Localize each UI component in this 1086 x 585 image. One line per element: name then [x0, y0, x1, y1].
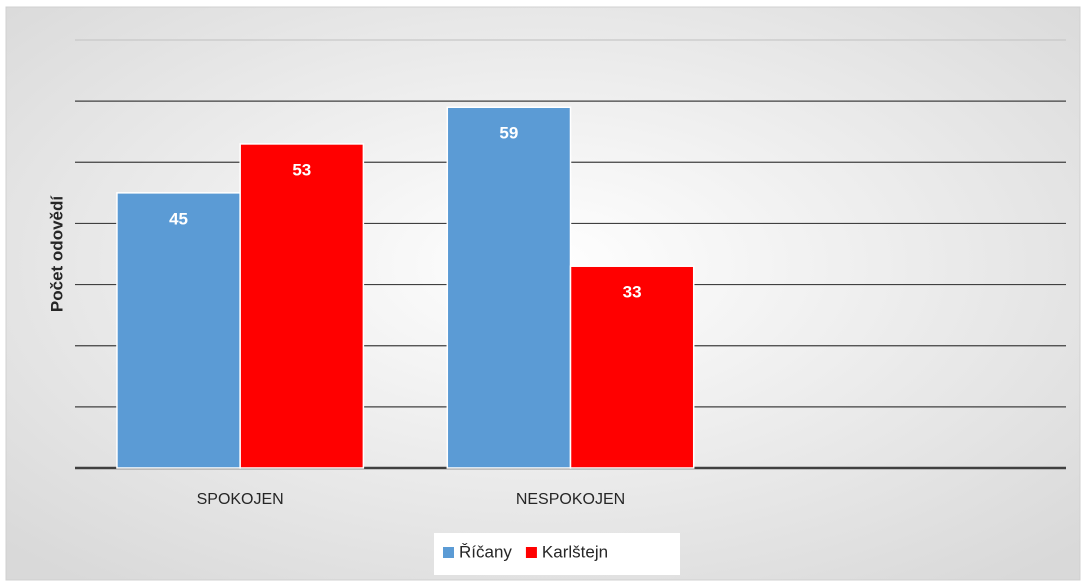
data-label: 45 — [169, 209, 188, 228]
x-tick-label: NESPOKOJEN — [516, 491, 625, 508]
y-axis-label: Počet odovědí — [47, 195, 66, 312]
bar — [446, 106, 572, 469]
data-label: 59 — [499, 124, 518, 143]
bar — [239, 143, 365, 469]
legend-swatch — [525, 547, 537, 558]
data-label: 33 — [623, 283, 642, 302]
legend-label: Říčany — [459, 542, 512, 561]
legend-swatch — [443, 547, 454, 558]
legend-box — [434, 533, 680, 575]
bar — [569, 265, 695, 469]
legend-label: Karlštejn — [542, 542, 608, 561]
data-label: 53 — [292, 160, 311, 179]
bar — [116, 192, 241, 469]
x-tick-label: SPOKOJEN — [197, 491, 284, 508]
